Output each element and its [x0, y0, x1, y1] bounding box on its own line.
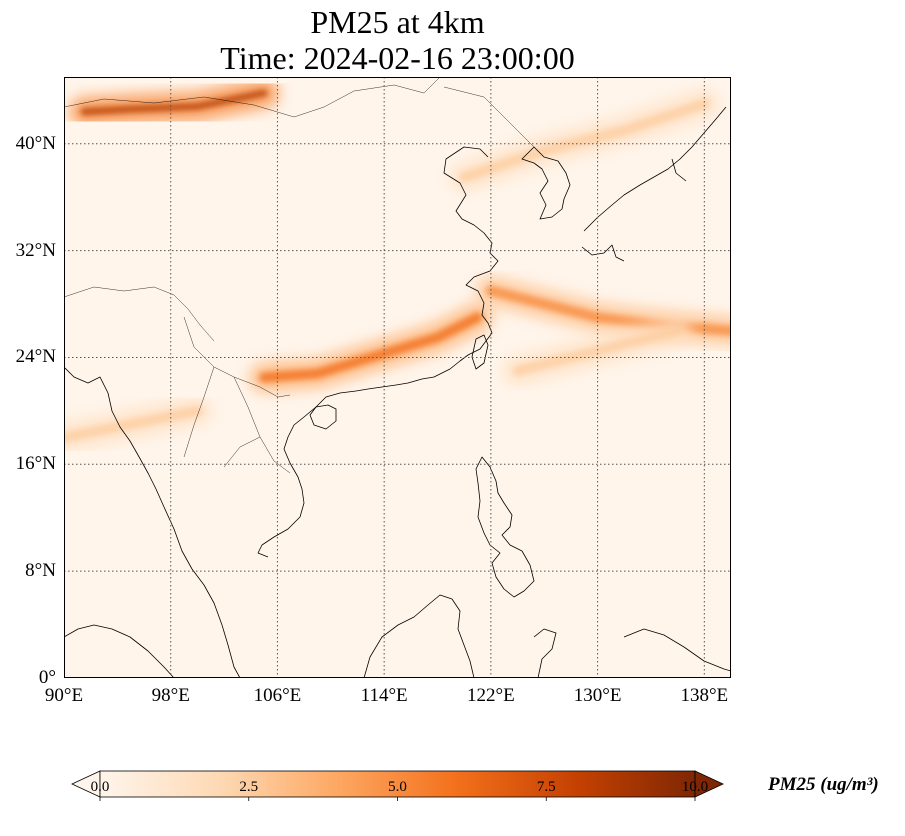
colorbar-tick-label: 2.5 — [239, 779, 259, 795]
pm25-plume-core — [80, 89, 268, 116]
map-title: PM25 at 4km Time: 2024-02-16 23:00:00 — [64, 4, 731, 76]
pm25-plume-core — [64, 405, 203, 443]
border-southeast-asia — [183, 316, 291, 474]
lon-tick-label: 98°E — [151, 685, 190, 706]
map-panel[interactable] — [64, 77, 731, 678]
coastline-sumatra — [64, 624, 175, 678]
lat-tick-label: 16°N — [15, 453, 56, 475]
lon-tick-label: 106°E — [253, 685, 302, 706]
colorbar-tick-label: 10.0 — [681, 779, 709, 795]
lon-tick-label: 138°E — [680, 685, 729, 706]
lat-tick-label: 32°N — [15, 239, 56, 261]
lat-tick-label: 24°N — [15, 346, 56, 368]
coastline-borneo — [363, 594, 475, 678]
colorbar-tick-label: 0.0 — [90, 779, 110, 795]
coastline-philippines — [475, 456, 535, 598]
map-canvas[interactable] — [64, 77, 731, 678]
coastline-korea — [521, 146, 571, 220]
coastline-new-guinea — [623, 628, 731, 672]
pm25-plume-core — [459, 98, 710, 183]
coastlines — [64, 106, 731, 678]
lat-tick-label: 0° — [38, 667, 56, 688]
title-variable: PM25 at 4km — [310, 4, 485, 40]
border-russia — [443, 86, 535, 148]
map-frame — [64, 77, 731, 678]
coastline-sulawesi — [533, 628, 557, 678]
pm25-plume-core — [259, 312, 483, 383]
pm25-plume-core — [512, 325, 683, 376]
coastline-japan — [581, 106, 727, 262]
colorbar-tick-label: 5.0 — [388, 779, 407, 795]
lon-tick-label: 90°E — [44, 685, 84, 706]
colorbar-tick-label: 7.5 — [536, 779, 556, 795]
lat-lon-gridlines — [64, 77, 731, 678]
lat-tick-label: 8°N — [25, 560, 56, 582]
border-mongolia-china — [64, 77, 441, 118]
country-borders — [64, 77, 535, 474]
coastline-hainan — [309, 404, 337, 430]
border-himalaya — [64, 286, 215, 342]
colorbar-tickmarks — [99, 797, 696, 801]
lon-tick-label: 114°E — [360, 685, 408, 706]
coastline-malay-peninsula — [163, 506, 241, 678]
title-time: Time: 2024-02-16 23:00:00 — [220, 40, 575, 76]
lon-tick-label: 122°E — [467, 685, 515, 706]
coastline-mainland — [257, 146, 499, 558]
lat-tick-label: 40°N — [15, 132, 56, 154]
colorbar-label: PM25 (ug/m³) — [768, 774, 879, 795]
lon-tick-label: 130°E — [573, 685, 622, 706]
map-background — [64, 77, 731, 678]
coastline-bay-of-bengal — [64, 366, 165, 508]
